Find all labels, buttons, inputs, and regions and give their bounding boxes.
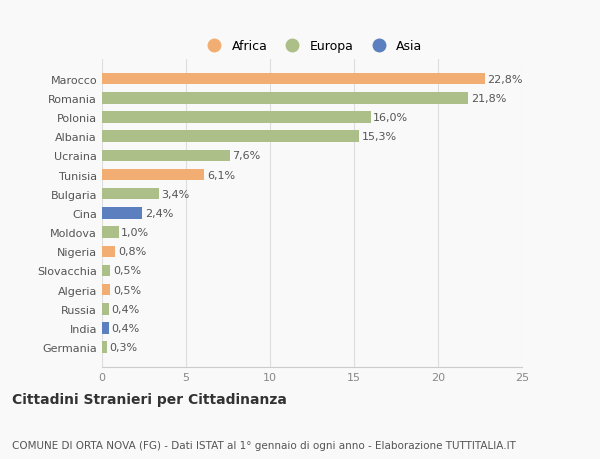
Text: 0,4%: 0,4% — [111, 304, 139, 314]
Text: 15,3%: 15,3% — [362, 132, 397, 142]
Bar — [102, 303, 109, 315]
Legend: Africa, Europa, Asia: Africa, Europa, Asia — [197, 35, 427, 58]
Text: 7,6%: 7,6% — [232, 151, 260, 161]
Text: 6,1%: 6,1% — [207, 170, 235, 180]
Bar — [102, 73, 485, 85]
Text: COMUNE DI ORTA NOVA (FG) - Dati ISTAT al 1° gennaio di ogni anno - Elaborazione : COMUNE DI ORTA NOVA (FG) - Dati ISTAT al… — [12, 440, 516, 450]
Bar — [102, 169, 205, 181]
Text: 0,4%: 0,4% — [111, 323, 139, 333]
Text: 16,0%: 16,0% — [373, 113, 409, 123]
Bar — [102, 342, 107, 353]
Bar — [102, 265, 110, 277]
Text: 21,8%: 21,8% — [471, 94, 506, 104]
Text: 2,4%: 2,4% — [145, 208, 173, 218]
Text: Cittadini Stranieri per Cittadinanza: Cittadini Stranieri per Cittadinanza — [12, 392, 287, 406]
Bar — [102, 284, 110, 296]
Text: 0,5%: 0,5% — [113, 285, 141, 295]
Bar — [102, 207, 142, 219]
Text: 22,8%: 22,8% — [488, 74, 523, 84]
Bar — [102, 112, 371, 123]
Text: 1,0%: 1,0% — [121, 228, 149, 238]
Bar — [102, 189, 159, 200]
Text: 3,4%: 3,4% — [161, 189, 190, 199]
Bar — [102, 131, 359, 143]
Bar — [102, 150, 230, 162]
Bar — [102, 323, 109, 334]
Text: 0,8%: 0,8% — [118, 247, 146, 257]
Text: 0,5%: 0,5% — [113, 266, 141, 276]
Text: 0,3%: 0,3% — [110, 342, 137, 353]
Bar — [102, 246, 115, 257]
Bar — [102, 93, 468, 104]
Bar — [102, 227, 119, 238]
